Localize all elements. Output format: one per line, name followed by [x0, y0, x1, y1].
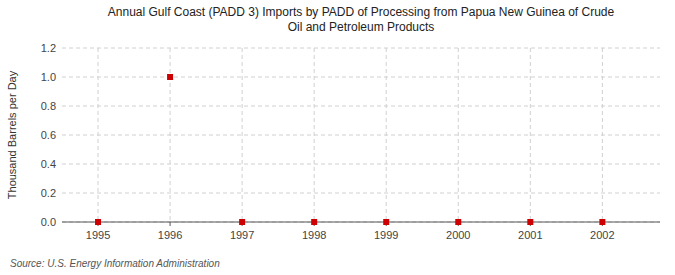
title: Annual Gulf Coast (PADD 3) Imports by PA… — [108, 5, 615, 34]
y-grid-line — [62, 135, 660, 136]
x-tick-label: 2001 — [518, 229, 542, 241]
x-tick-label: 1998 — [302, 229, 326, 241]
y-tick-label: 0.8 — [41, 100, 56, 112]
y-tick-label: 0.4 — [41, 158, 56, 170]
y-tick-label: 0.2 — [41, 187, 56, 199]
point — [167, 74, 173, 80]
x-axis-line — [62, 222, 660, 223]
x-grid-line — [314, 48, 315, 222]
y-grid-line — [62, 164, 660, 165]
x-tick-label: 1999 — [374, 229, 398, 241]
y-tick-label: 0.0 — [41, 216, 56, 228]
y-grid-line — [62, 106, 660, 107]
point — [311, 219, 317, 225]
chart: Annual Gulf Coast (PADD 3) Imports by PA… — [0, 0, 675, 275]
point — [527, 219, 533, 225]
point — [599, 219, 605, 225]
x-tick-label: 1995 — [86, 229, 110, 241]
x-tick-label: 1997 — [230, 229, 254, 241]
point — [383, 219, 389, 225]
y-grid-line — [62, 77, 660, 78]
point — [455, 219, 461, 225]
title-line: Oil and Petroleum Products — [288, 20, 435, 34]
point — [239, 219, 245, 225]
x-tick-label: 2000 — [446, 229, 470, 241]
y-tick-label: 1.2 — [41, 42, 56, 54]
y-tick-label: 1.0 — [41, 71, 56, 83]
x-tick — [170, 222, 171, 226]
x-grid-line — [458, 48, 459, 222]
x-tick-label: 1996 — [158, 229, 182, 241]
x-grid-line — [602, 48, 603, 222]
source-note: Source: U.S. Energy Information Administ… — [10, 258, 220, 269]
x-tick-label: 2002 — [590, 229, 614, 241]
x-grid-line — [98, 48, 99, 222]
y-grid-line — [62, 193, 660, 194]
x-grid-line — [242, 48, 243, 222]
x-grid-line — [530, 48, 531, 222]
ticks: 0.0 0.2 0.4 0.6 0.8 1.0 1.2 1995 1996 1997 1998 199… — [41, 42, 615, 241]
y-grid-line — [62, 222, 660, 223]
y-tick-label: 0.6 — [41, 129, 56, 141]
y-grid-line — [62, 48, 660, 49]
title-line: Annual Gulf Coast (PADD 3) Imports by PA… — [108, 5, 615, 19]
x-grid-line — [386, 48, 387, 222]
y-axis-label: Thousand Barrels per Day — [6, 70, 18, 199]
points — [95, 74, 605, 225]
point — [95, 219, 101, 225]
grid — [62, 48, 660, 222]
